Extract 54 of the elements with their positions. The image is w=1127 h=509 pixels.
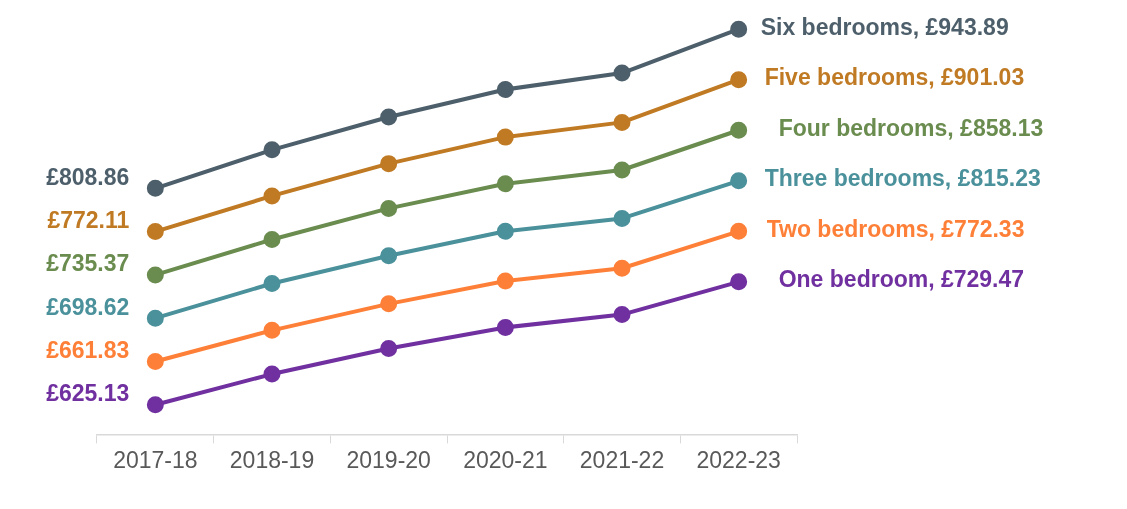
data-label: £772.11 <box>47 206 130 233</box>
data-label: Six bedrooms, £943.89 <box>760 13 1009 40</box>
point <box>730 273 748 291</box>
point <box>496 175 514 193</box>
point <box>146 396 164 414</box>
x-tick-label: 2017-18 <box>113 446 198 473</box>
point <box>380 340 398 357</box>
point <box>380 295 398 313</box>
point <box>380 155 398 173</box>
x-tick-label: 2018-19 <box>229 446 315 473</box>
point <box>263 231 281 249</box>
point <box>146 266 164 284</box>
point <box>613 259 631 277</box>
x-tick-label: 2020-21 <box>463 446 548 473</box>
data-label: £808.86 <box>46 163 130 190</box>
data-label: £698.62 <box>46 293 130 320</box>
point <box>496 318 514 336</box>
point <box>730 222 748 240</box>
data-label: Three bedrooms, £815.23 <box>764 165 1041 192</box>
point <box>730 71 748 89</box>
point <box>263 365 281 383</box>
point <box>496 81 514 99</box>
x-tick-label: 2019-20 <box>346 446 431 473</box>
data-label: Four bedrooms, £858.13 <box>778 114 1044 141</box>
point <box>496 272 514 290</box>
point <box>263 321 281 339</box>
point <box>730 121 748 139</box>
point <box>263 141 281 159</box>
point <box>263 187 281 205</box>
point <box>146 309 164 327</box>
point <box>263 274 281 292</box>
x-tick-label: 2022-23 <box>696 446 781 473</box>
point <box>380 247 398 265</box>
data-label: Two bedrooms, £772.33 <box>766 215 1025 242</box>
data-label: One bedroom, £729.47 <box>778 266 1025 293</box>
point <box>613 161 631 179</box>
point <box>496 128 514 146</box>
point <box>146 223 164 241</box>
x-tick-label: 2021-22 <box>579 446 665 473</box>
point <box>146 179 164 197</box>
point <box>380 199 398 217</box>
data-label: £625.13 <box>46 380 130 407</box>
data-label: Five bedrooms, £901.03 <box>764 64 1025 91</box>
point <box>380 108 398 126</box>
point <box>496 222 514 240</box>
point <box>730 20 748 38</box>
point <box>613 64 631 82</box>
data-label: £735.37 <box>46 250 130 277</box>
point <box>613 306 631 324</box>
data-label: £661.83 <box>46 336 130 363</box>
point <box>613 209 631 227</box>
point <box>613 113 631 131</box>
point <box>146 353 164 371</box>
point <box>730 172 748 190</box>
